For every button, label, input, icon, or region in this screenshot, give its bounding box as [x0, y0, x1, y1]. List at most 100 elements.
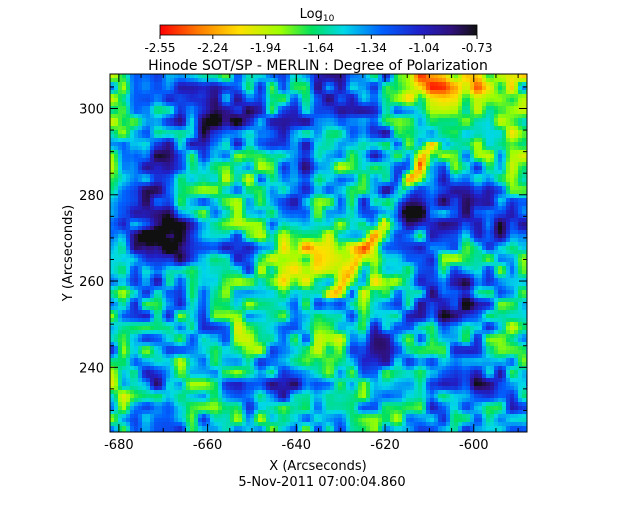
heatmap-cell — [234, 238, 238, 242]
heatmap-cell — [502, 158, 506, 162]
heatmap-cell — [146, 258, 150, 262]
heatmap-cell — [442, 142, 446, 146]
heatmap-cell — [374, 78, 378, 82]
heatmap-cell — [330, 74, 334, 78]
heatmap-cell — [286, 242, 290, 246]
heatmap-cell — [510, 90, 514, 94]
heatmap-cell — [378, 134, 382, 138]
heatmap-cell — [490, 222, 494, 226]
heatmap-cell — [162, 202, 166, 206]
heatmap-cell — [506, 118, 510, 122]
heatmap-cell — [274, 78, 278, 82]
heatmap-cell — [350, 126, 354, 130]
heatmap-cell — [454, 170, 458, 174]
heatmap-cell — [358, 142, 362, 146]
heatmap-cell — [274, 190, 278, 194]
heatmap-cell — [426, 214, 430, 218]
heatmap-cell — [334, 202, 338, 206]
heatmap-cell — [414, 90, 418, 94]
heatmap-cell — [302, 230, 306, 234]
heatmap-cell — [442, 178, 446, 182]
heatmap-cell — [366, 78, 370, 82]
heatmap-cell — [494, 222, 498, 226]
heatmap-cell — [350, 214, 354, 218]
heatmap-cell — [134, 242, 138, 246]
heatmap-cell — [330, 146, 334, 150]
heatmap-cell — [270, 86, 274, 90]
heatmap-cell — [130, 154, 134, 158]
heatmap-cell — [126, 146, 130, 150]
heatmap-cell — [458, 178, 462, 182]
heatmap-cell — [302, 86, 306, 90]
heatmap-cell — [514, 194, 518, 198]
heatmap-cell — [426, 142, 430, 146]
heatmap-cell — [406, 134, 410, 138]
heatmap-cell — [162, 74, 166, 78]
heatmap-cell — [422, 82, 426, 86]
heatmap-cell — [498, 82, 502, 86]
heatmap-cell — [362, 218, 366, 222]
heatmap-cell — [298, 206, 302, 210]
heatmap-cell — [190, 110, 194, 114]
heatmap-cell — [238, 262, 242, 266]
heatmap-cell — [234, 246, 238, 250]
heatmap-cell — [434, 118, 438, 122]
heatmap-cell — [274, 162, 278, 166]
heatmap-cell — [470, 246, 474, 250]
heatmap-cell — [154, 246, 158, 250]
heatmap-cell — [254, 146, 258, 150]
heatmap-cell — [398, 158, 402, 162]
heatmap-cell — [258, 166, 262, 170]
heatmap-cell — [522, 230, 526, 234]
heatmap-cell — [222, 134, 226, 138]
heatmap-cell — [442, 174, 446, 178]
heatmap-cell — [178, 186, 182, 190]
heatmap-cell — [454, 194, 458, 198]
heatmap-cell — [450, 238, 454, 242]
heatmap-cell — [270, 130, 274, 134]
heatmap-cell — [498, 110, 502, 114]
heatmap-cell — [234, 74, 238, 78]
heatmap-cell — [170, 218, 174, 222]
heatmap-cell — [218, 106, 222, 110]
heatmap-cell — [198, 110, 202, 114]
heatmap-cell — [214, 222, 218, 226]
heatmap-cell — [366, 194, 370, 198]
heatmap-cell — [218, 234, 222, 238]
heatmap-cell — [194, 158, 198, 162]
heatmap-cell — [514, 186, 518, 190]
heatmap-cell — [194, 174, 198, 178]
heatmap-cell — [298, 118, 302, 122]
heatmap-cell — [462, 86, 466, 90]
heatmap-cell — [410, 242, 414, 246]
heatmap-cell — [282, 166, 286, 170]
heatmap-cell — [370, 178, 374, 182]
heatmap-cell — [262, 122, 266, 126]
heatmap-cell — [326, 158, 330, 162]
heatmap-cell — [426, 126, 430, 130]
heatmap-cell — [342, 142, 346, 146]
heatmap-cell — [310, 130, 314, 134]
heatmap-cell — [290, 190, 294, 194]
heatmap-cell — [494, 226, 498, 230]
heatmap-cell — [258, 78, 262, 82]
heatmap-cell — [482, 138, 486, 142]
heatmap-cell — [258, 146, 262, 150]
heatmap-cell — [210, 86, 214, 90]
heatmap-cell — [214, 210, 218, 214]
heatmap-cell — [122, 246, 126, 250]
heatmap-cell — [202, 122, 206, 126]
heatmap-cell — [142, 114, 146, 118]
heatmap-cell — [206, 150, 210, 154]
heatmap-cell — [318, 234, 322, 238]
heatmap-cell — [390, 122, 394, 126]
heatmap-cell — [214, 134, 218, 138]
heatmap-cell — [278, 250, 282, 254]
heatmap-cell — [346, 170, 350, 174]
heatmap-cell — [498, 202, 502, 206]
heatmap-cell — [210, 110, 214, 114]
heatmap-cell — [278, 218, 282, 222]
heatmap-cell — [458, 114, 462, 118]
heatmap-cell — [246, 86, 250, 90]
heatmap-cell — [314, 82, 318, 86]
